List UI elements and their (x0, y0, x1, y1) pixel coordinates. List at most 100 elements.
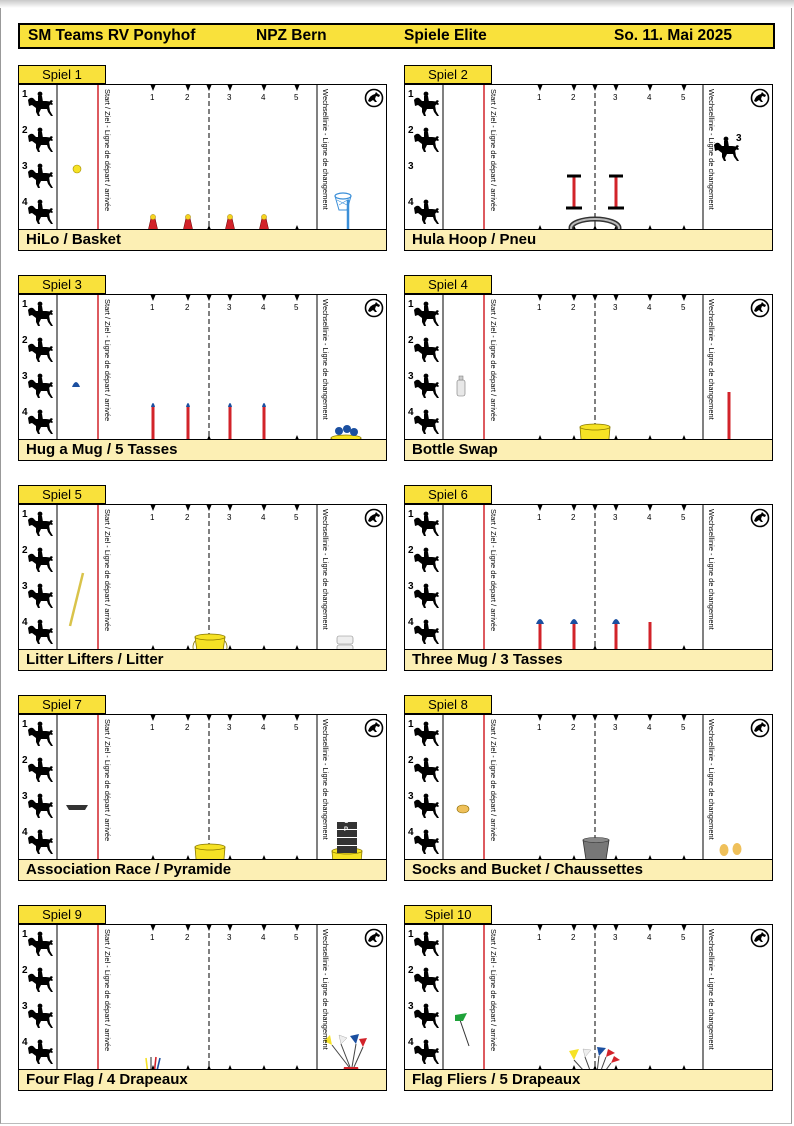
game-title: Flag Fliers / 5 Drapeaux (404, 1069, 773, 1091)
rider-icon (25, 967, 55, 998)
pole-number: 5 (681, 933, 686, 942)
start-finish-line-label: Start / Ziel - Ligne de départ / arrivée (103, 929, 112, 1052)
rider-number: 3 (408, 1001, 414, 1012)
pole-number: 1 (150, 303, 155, 312)
game-number-tab: Spiel 8 (404, 695, 492, 714)
rider-number: 3 (736, 133, 742, 144)
pole-number: 2 (185, 513, 190, 522)
pole-number: 2 (571, 933, 576, 942)
rider-number: 4 (408, 1037, 414, 1048)
horse-emblem-icon (364, 508, 384, 533)
rider-icon (25, 721, 55, 752)
horse-emblem-icon (750, 298, 770, 323)
rider-number: 2 (22, 965, 28, 976)
pole-number: 1 (537, 93, 542, 102)
arena-lines (442, 715, 742, 859)
arena-lines (442, 925, 704, 1069)
pole-number: 4 (647, 513, 652, 522)
rider-icon (25, 409, 55, 439)
arena-lines (442, 85, 704, 229)
arena-diagram: 1 2 3 4 5 1 2 3 4 Start / Ziel - Ligne de dép… (404, 924, 773, 1070)
game-title: HiLo / Basket (18, 229, 387, 251)
change-line-label: Wechsellinie - Ligne de changement (707, 89, 716, 210)
pole-number: 2 (185, 93, 190, 102)
pole-number: 3 (227, 93, 232, 102)
event-name: SM Teams RV Ponyhof (28, 27, 196, 44)
pole-number: 1 (537, 303, 542, 312)
rider-number: 1 (408, 299, 414, 310)
rider-icon (411, 793, 441, 824)
game-number-tab: Spiel 4 (404, 275, 492, 294)
rider-icon (411, 511, 441, 542)
arena-lines (56, 295, 362, 439)
game-card: Spiel 6 1 2 3 4 5 1 2 3 4 (404, 485, 773, 673)
pole-number: 3 (613, 93, 618, 102)
rider-number: 4 (408, 617, 414, 628)
pole-number: 2 (571, 93, 576, 102)
change-line-label: Wechsellinie - Ligne de changement (321, 929, 330, 1050)
rider-number: 1 (22, 509, 28, 520)
rider-number: 2 (408, 965, 414, 976)
pole-number: 4 (647, 723, 652, 732)
rider-number: 2 (22, 335, 28, 346)
rider-icon (25, 511, 55, 542)
rider-icon (25, 757, 55, 788)
arena-diagram: 1 2 3 4 5 1 2 3 4 Start / Ziel - Ligne de dép… (404, 714, 773, 860)
page-frame (0, 8, 792, 1124)
rider-icon (25, 301, 55, 332)
rider-number: 3 (408, 791, 414, 802)
rider-icon (411, 337, 441, 368)
game-card: Spiel 2 1 2 3 4 5 1 2 3 4 (404, 65, 773, 253)
rider-icon (411, 931, 441, 962)
pole-number: 4 (261, 93, 266, 102)
change-line-label: Wechsellinie - Ligne de changement (707, 509, 716, 630)
rider-icon (411, 1003, 441, 1034)
rider-icon (411, 409, 441, 439)
rider-number: 4 (22, 197, 28, 208)
start-finish-line-label: Start / Ziel - Ligne de départ / arrivée (489, 929, 498, 1052)
top-shadow (0, 0, 794, 8)
rider-number: 3 (408, 161, 414, 172)
game-card: Spiel 10 1 2 3 4 5 1 2 3 (404, 905, 773, 1093)
horse-emblem-icon (364, 718, 384, 743)
game-card: Spiel 9 1 2 3 4 5 1 2 3 (18, 905, 387, 1093)
pole-number: 4 (261, 933, 266, 942)
pole-number: 5 (681, 303, 686, 312)
game-card: Spiel 5 1 2 3 4 5 1 2 3 4 (18, 485, 387, 673)
pole-number: 1 (537, 723, 542, 732)
start-finish-line-label: Start / Ziel - Ligne de départ / arrivée (103, 509, 112, 632)
pole-number: 2 (571, 513, 576, 522)
rider-number: 1 (22, 929, 28, 940)
rider-number: 4 (22, 617, 28, 628)
pole-number: 3 (613, 513, 618, 522)
rider-number: 1 (408, 929, 414, 940)
rider-number: 3 (22, 1001, 28, 1012)
venue-name: NPZ Bern (256, 27, 327, 44)
pole-number: 3 (227, 303, 232, 312)
pole-number: 2 (185, 933, 190, 942)
change-line-label: Wechsellinie - Ligne de changement (707, 299, 716, 420)
pole-number: 3 (227, 513, 232, 522)
horse-emblem-icon (364, 298, 384, 323)
rider-number: 1 (22, 719, 28, 730)
rider-icon (25, 1003, 55, 1034)
rider-icon (411, 373, 441, 404)
arena-lines (442, 505, 704, 649)
rider-icon (25, 1039, 55, 1069)
game-title: Three Mug / 3 Tasses (404, 649, 773, 671)
rider-number: 1 (408, 719, 414, 730)
rider-icon (711, 136, 741, 167)
rider-icon (25, 583, 55, 614)
start-finish-line-label: Start / Ziel - Ligne de départ / arrivée (103, 719, 112, 842)
rider-number: 1 (408, 89, 414, 100)
rider-number: 2 (408, 755, 414, 766)
pole-number: 5 (294, 723, 299, 732)
rider-number: 1 (22, 89, 28, 100)
game-card: Spiel 1 1 2 3 4 5 1 2 3 (18, 65, 387, 253)
rider-icon (411, 583, 441, 614)
pole-number: 1 (537, 513, 542, 522)
pole-number: 1 (150, 933, 155, 942)
rider-icon (411, 91, 441, 122)
